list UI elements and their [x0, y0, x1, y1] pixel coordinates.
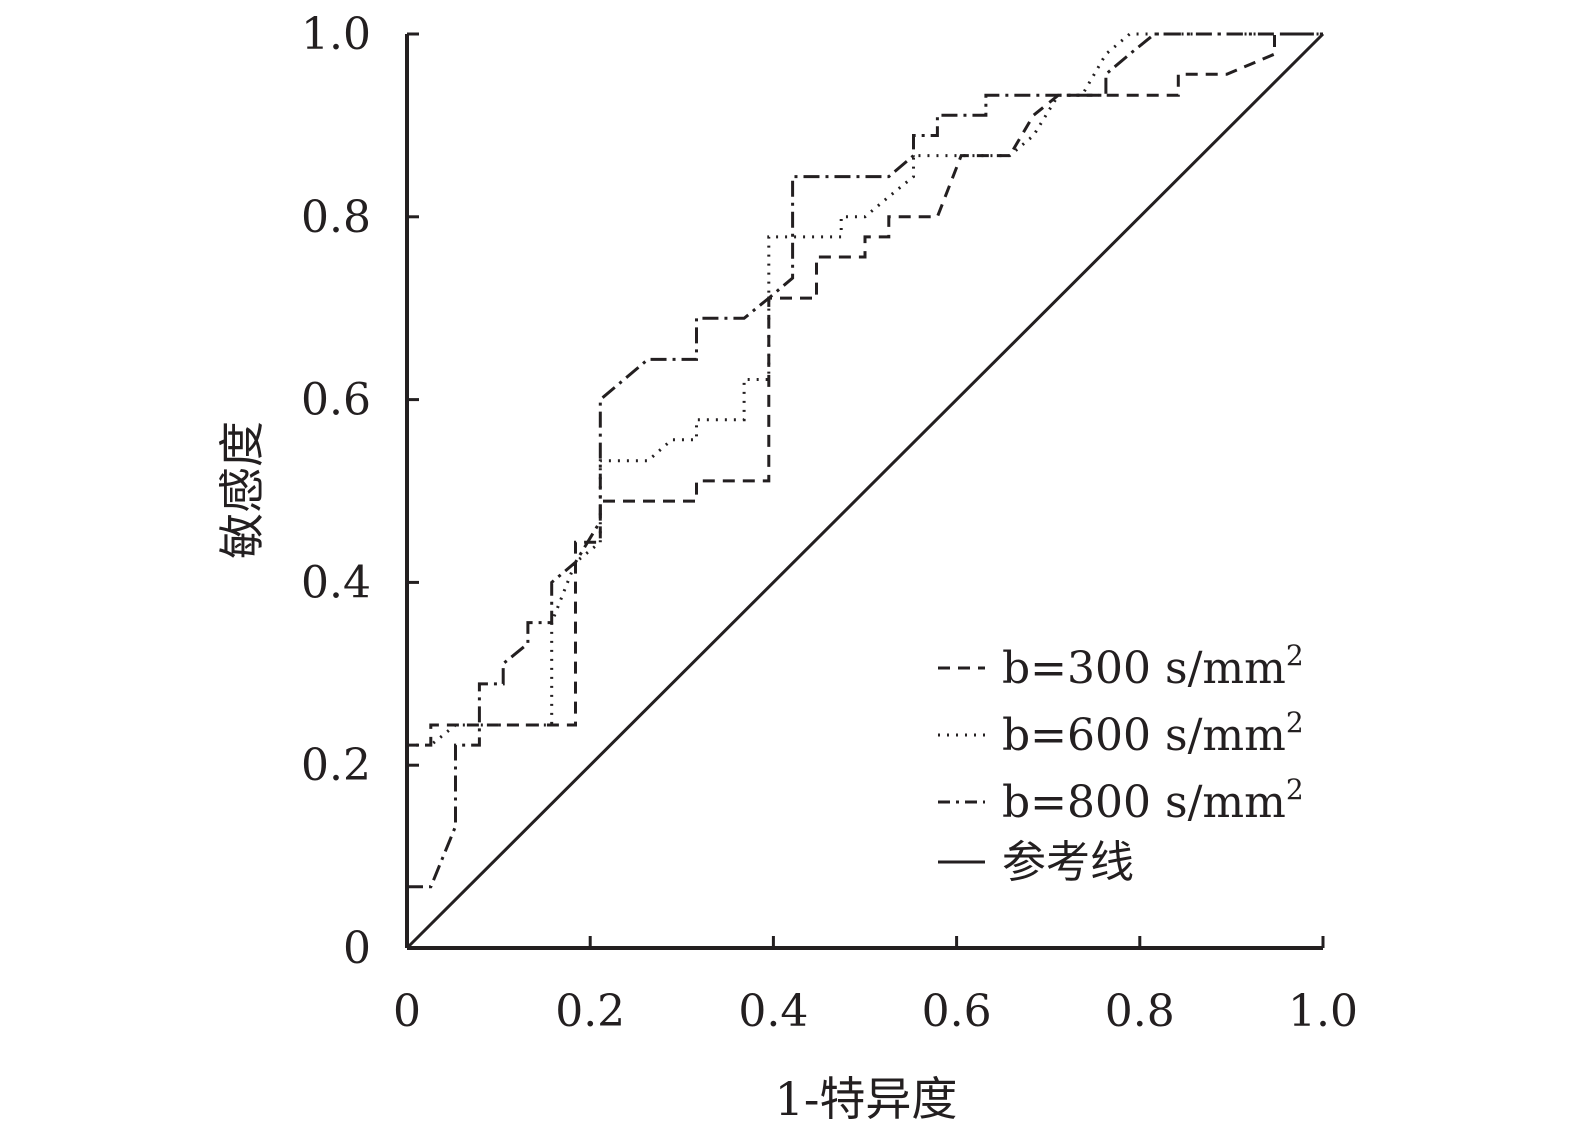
x-tick-label: 0.4 [738, 986, 808, 1037]
series-line-4 [405, 32, 1325, 950]
x-tick-label: 0.2 [555, 986, 625, 1037]
y-tick-label: 1.0 [301, 9, 371, 60]
axes [405, 34, 1323, 950]
legend-label-1: b=300 s/mm2 [1002, 639, 1304, 694]
x-tick-label: 0 [393, 986, 421, 1037]
legend-label-4: 参考线 [1002, 837, 1134, 888]
y-tick-label: 0.8 [301, 192, 371, 243]
x-tick-label: 0.6 [922, 986, 992, 1037]
legend: b=300 s/mm2 b=600 s/mm2 b=800 s/mm2 参考线 [938, 639, 1304, 888]
legend-label-2: b=600 s/mm2 [1002, 706, 1304, 761]
series-line-1 [407, 32, 1323, 747]
series-layer [405, 32, 1325, 950]
x-axis-title: 1-特异度 [775, 1072, 958, 1126]
series-line-3 [407, 32, 1323, 889]
x-tick-label: 1.0 [1288, 986, 1358, 1037]
y-tick-label: 0.4 [301, 557, 371, 608]
y-tick-label: 0.6 [301, 375, 371, 426]
y-tick-label: 0 [343, 923, 371, 974]
x-tick-label: 0.8 [1105, 986, 1175, 1037]
y-axis-title: 敏感度 [215, 421, 269, 559]
series-line-2 [407, 32, 1323, 747]
legend-label-3: b=800 s/mm2 [1002, 773, 1304, 828]
y-tick-label: 0.2 [301, 740, 371, 791]
ticks-layer: 0 0.2 0.4 0.6 0.8 1.0 0 0.2 0.4 0.6 0.8 1.0 [301, 9, 1358, 1037]
